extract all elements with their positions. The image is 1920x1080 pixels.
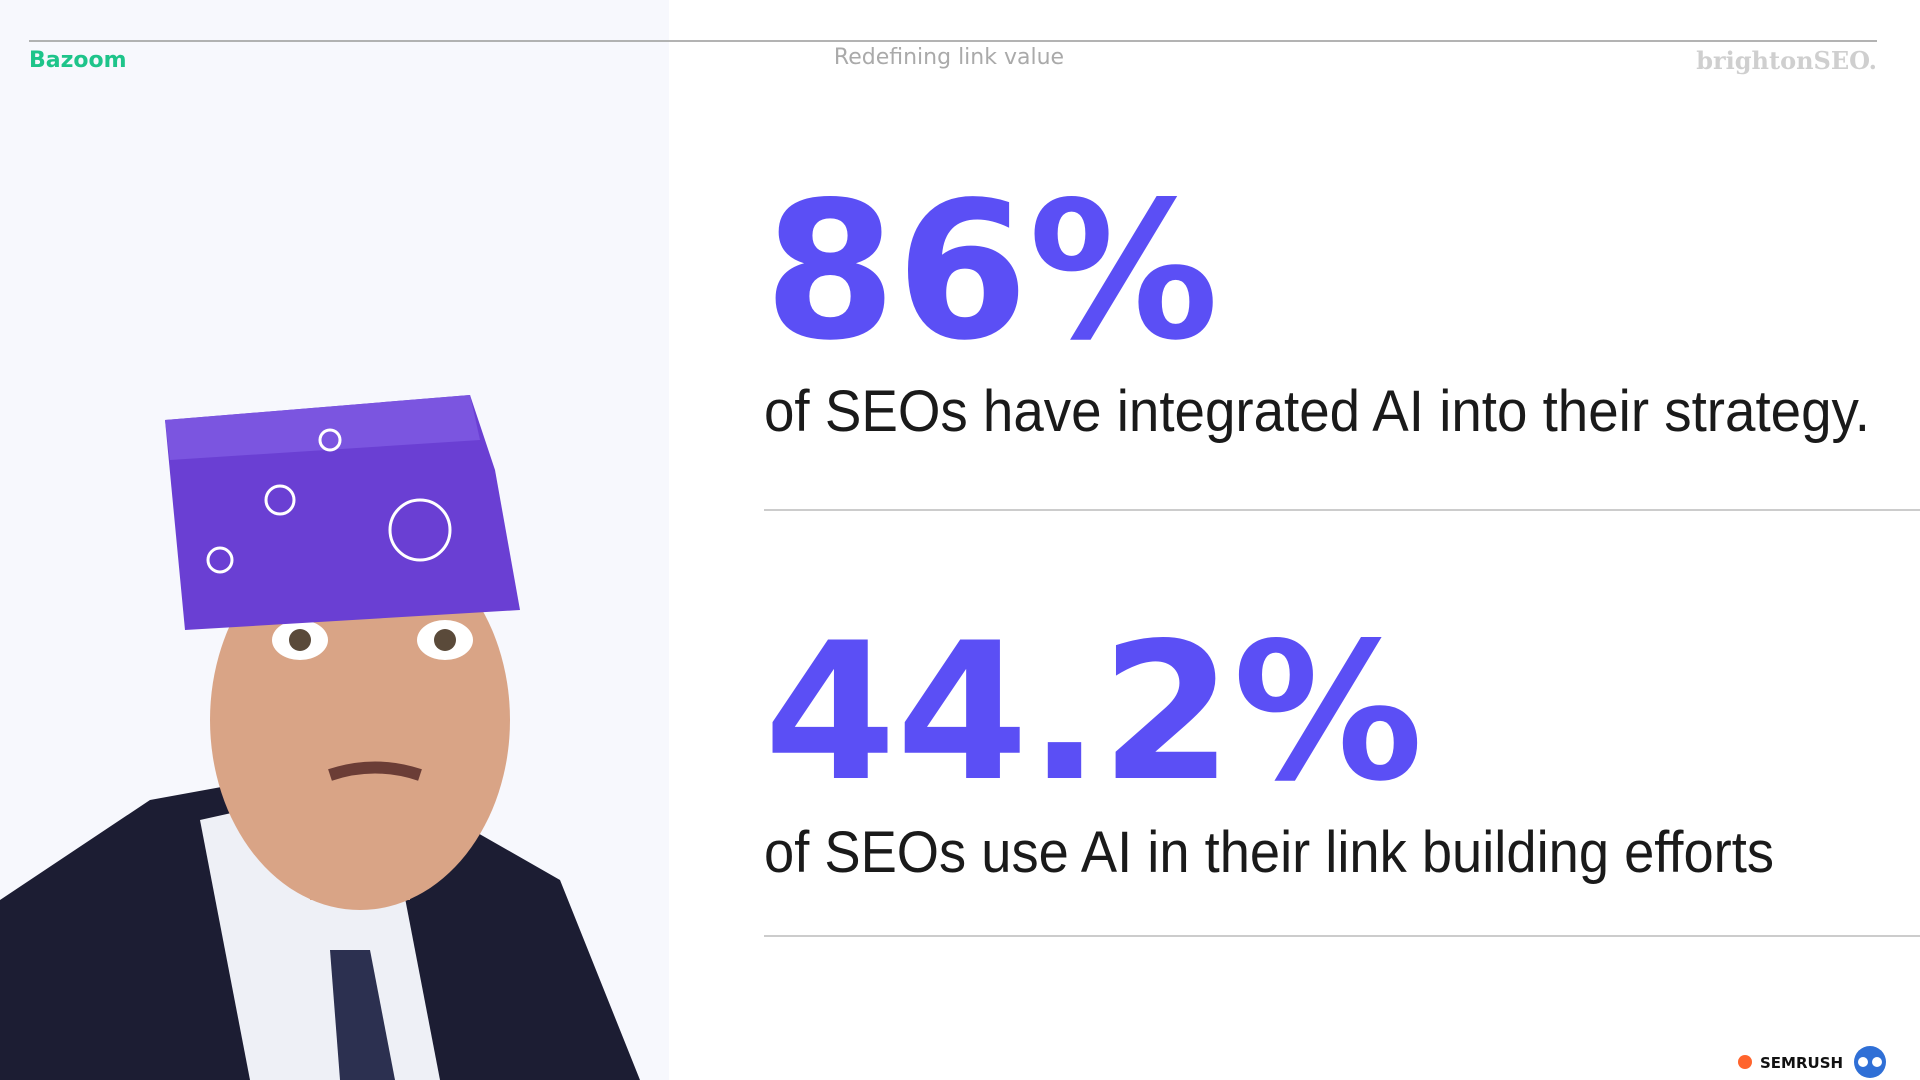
stat-value: 86% [764,161,1219,382]
mascot [1854,1046,1886,1078]
event-logo: brightonSEO. [1696,46,1877,75]
sponsor-icon [1738,1055,1752,1069]
stat-value: 44.2% [764,602,1423,823]
stat-caption: of SEOs use AI in their link building ef… [764,820,1774,885]
person-illustration [0,395,640,1080]
header-title: Redefining link value [834,45,1064,70]
stat-caption: of SEOs have integrated AI into their st… [764,379,1870,444]
logo: Bazoom [29,48,127,73]
sponsor-logo: SEMRUSH [1760,1054,1843,1072]
